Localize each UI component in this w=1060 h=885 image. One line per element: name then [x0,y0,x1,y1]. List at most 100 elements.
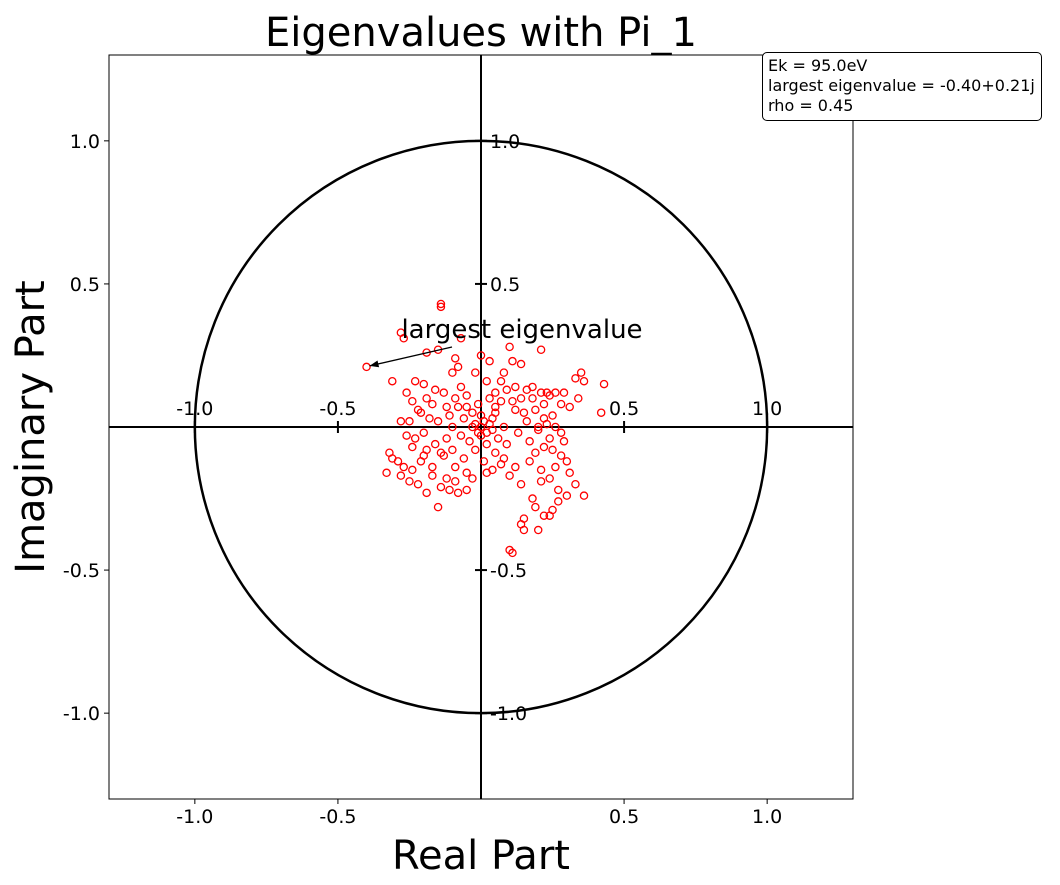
eigenvalue-point-65 [408,465,417,475]
eigenvalue-point-134 [491,408,500,417]
eigenvalue-point-157 [416,408,426,417]
eigenvalue-point-20 [499,368,509,377]
eigenvalue-point-146 [479,457,489,466]
eigenvalue-point-160 [528,394,537,403]
eigenvalue-point-119 [499,422,509,432]
eigenvalue-point-166 [482,468,491,478]
eigenvalue-point-176 [539,399,549,409]
eigenvalue-point-171 [408,442,417,452]
eigenvalue-point-122 [465,437,474,446]
y-tick-label-1: -0.5 [63,560,100,582]
eigenvalue-point-130 [468,422,477,432]
eigenvalue-point-47 [522,385,532,395]
eigenvalue-point-27 [574,394,583,403]
eigenvalue-point-121 [482,439,491,449]
eigenvalue-point-104 [505,545,514,555]
eigenvalue-point-116 [459,414,469,423]
eigenvalue-point-90 [536,477,546,486]
eigenvalue-point-133 [476,431,486,440]
eigenvalue-point-155 [419,428,429,437]
eigenvalue-point-37 [405,417,414,426]
eigenvalue-point-76 [462,485,471,495]
eigenvalue-point-40 [430,385,440,395]
eigenvalue-point-29 [556,399,566,409]
eigenvalue-point-156 [408,396,417,406]
y-tick-label-0: -1.0 [63,703,100,725]
eigenvalue-point-46 [511,382,520,392]
x-tick-label-2: 0.5 [609,806,639,828]
eigenvalue-point-13 [471,368,480,377]
eigenvalue-point-71 [428,471,437,480]
eigenvalue-point-39 [439,388,449,397]
eigenvalue-point-17 [402,388,411,397]
eigenvalue-point-28 [565,402,574,412]
y-tick-label-2: 0.5 [70,274,100,296]
eigenvalue-point-55 [442,402,451,412]
eigenvalue-point-41 [456,382,466,392]
eigenvalue-point-80 [491,448,500,458]
eigenvalue-point-42 [462,391,471,400]
eigenvalue-point-144 [459,454,469,463]
eigenvalue-point-85 [531,502,540,512]
eigenvalue-point-33 [536,388,546,397]
inner-x-tick-label-0: -1.0 [176,398,213,420]
x-tick-label-1: -0.5 [319,806,356,828]
eigenvalue-point-98 [554,497,563,506]
eigenvalue-point-131 [488,425,497,435]
eigenvalue-point-89 [545,474,554,483]
eigenvalue-point-143 [448,445,457,455]
eigenvalue-point-120 [493,434,503,443]
eigenvalue-point-57 [410,434,420,443]
eigenvalue-point-16 [419,379,429,389]
eigenvalue-point-9 [536,345,546,354]
eigenvalue-point-132 [476,411,486,420]
eigenvalue-point-175 [559,437,569,446]
eigenvalue-point-105 [508,548,517,558]
eigenvalue-point-72 [436,482,446,492]
x-tick-label-0: -1.0 [176,806,213,828]
eigenvalue-point-107 [531,448,540,458]
eigenvalue-point-35 [413,405,423,415]
eigenvalue-point-32 [545,391,554,400]
eigenvalue-point-38 [422,394,431,403]
eigenvalue-point-161 [516,394,526,403]
eigenvalue-point-36 [396,417,406,426]
eigenvalue-point-169 [428,462,437,472]
eigenvalue-point-26 [599,379,609,389]
eigenvalue-point-108 [525,437,534,446]
outer-x-ticks: -1.0 -0.5 0.5 1.0 [176,799,782,828]
eigenvalue-point-73 [445,485,454,495]
eigenvalue-point-113 [545,434,554,443]
info-box: Ek = 95.0eV largest eigenvalue = -0.40+0… [762,52,1042,121]
eigenvalue-point-138 [433,417,443,426]
info-largest-eigenvalue: largest eigenvalue = -0.40+0.21j [768,76,1035,95]
eigenvalue-point-139 [442,434,451,443]
eigenvalue-point-167 [462,468,471,478]
eigenvalue-point-69 [422,488,431,498]
info-ek: Ek = 95.0eV [768,56,868,75]
eigenvalue-point-117 [468,408,477,417]
eigenvalue-point-11 [476,351,486,360]
eigenvalue-point-97 [562,491,572,500]
eigenvalue-point-45 [496,376,506,386]
eigenvalue-point-94 [565,468,574,478]
eigenvalue-point-96 [579,491,589,500]
eigenvalue-points [362,299,609,558]
eigenvalue-point-173 [536,465,546,475]
eigenvalue-point-151 [508,396,517,406]
eigenvalue-point-154 [473,399,483,409]
eigenvalue-point-145 [471,445,480,455]
eigenvalue-point-68 [413,479,423,489]
eigenvalue-point-114 [533,422,543,432]
inner-y-tick-label-1: 0.5 [490,274,520,296]
inner-x-tick-label-2: 0.5 [609,398,639,420]
inner-x-tick-label-1: -0.5 [319,398,356,420]
inner-y-tick-label-3: -1.0 [490,703,527,725]
eigenvalue-point-2 [436,302,446,312]
eigenvalue-point-21 [516,359,526,369]
eigenvalue-point-10 [505,342,514,352]
outer-y-ticks: -1.0 -0.5 0.5 1.0 [63,131,109,725]
eigenvalue-point-56 [425,414,434,423]
eigenvalue-point-43 [482,376,491,386]
eigenvalue-point-14 [388,376,397,386]
